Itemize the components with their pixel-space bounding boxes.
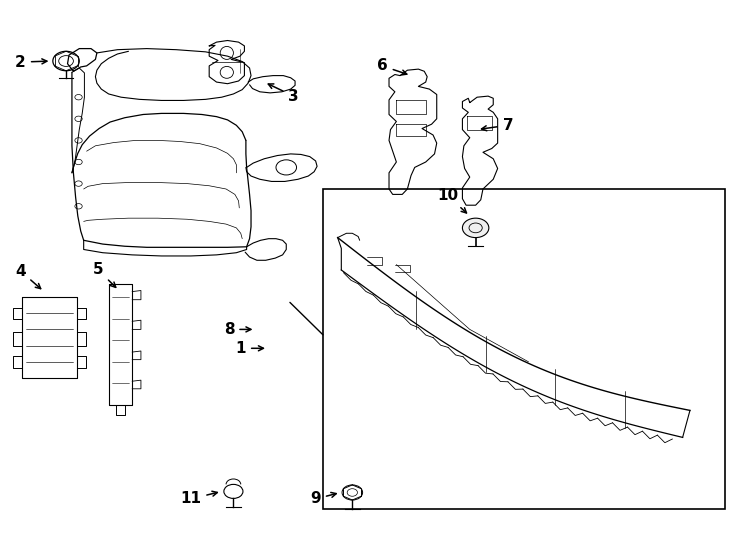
Text: 2: 2 [15, 55, 47, 70]
Text: 8: 8 [224, 322, 251, 337]
Circle shape [462, 218, 489, 238]
Text: 3: 3 [269, 84, 299, 104]
Text: 5: 5 [93, 262, 116, 287]
Text: 1: 1 [236, 341, 264, 356]
Text: 4: 4 [15, 264, 40, 289]
Bar [323, 189, 725, 509]
Text: 10: 10 [437, 188, 467, 213]
Text: 6: 6 [377, 58, 407, 75]
Text: 7: 7 [482, 118, 513, 133]
Text: 9: 9 [310, 491, 336, 507]
Text: 11: 11 [181, 491, 217, 507]
